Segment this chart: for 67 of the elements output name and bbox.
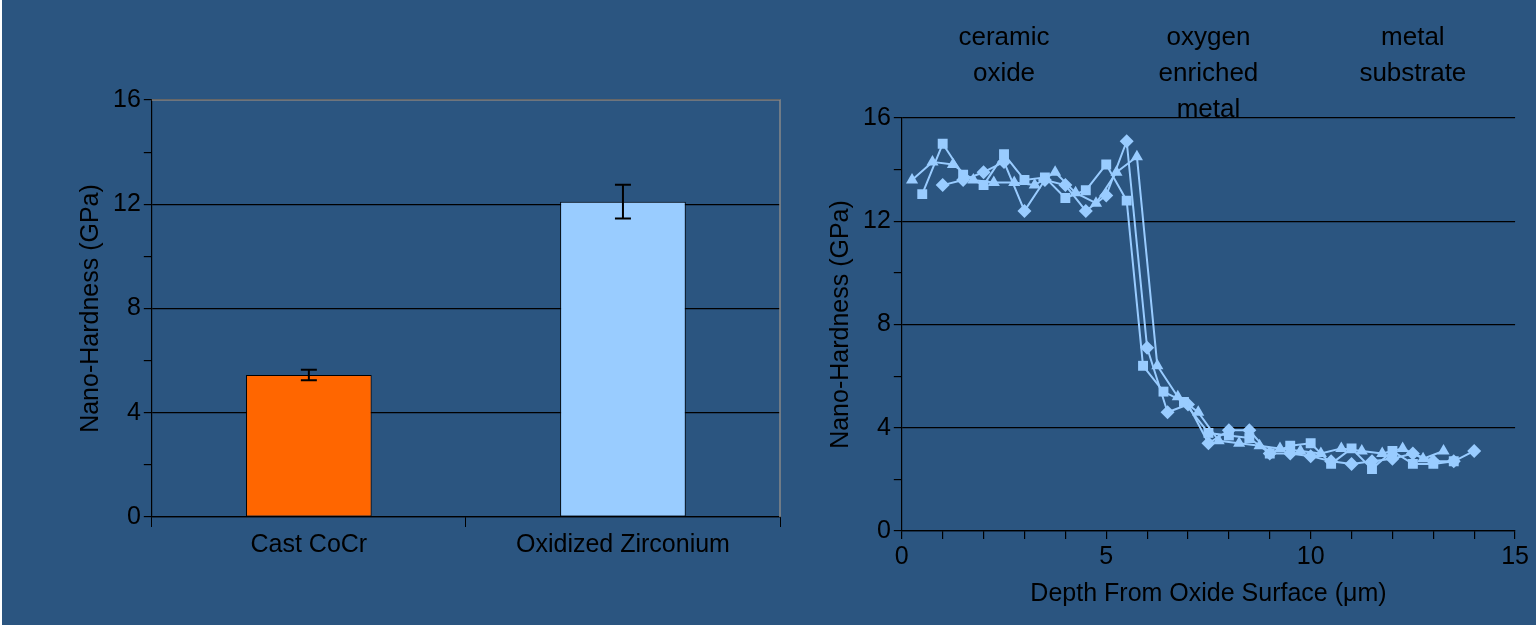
point [1305,438,1316,449]
point [1428,458,1439,469]
point [987,175,1000,187]
point [1160,405,1175,420]
point [1405,446,1420,461]
point [1396,441,1409,452]
point [1058,178,1073,193]
point [1138,360,1148,371]
y-axis-title: Nano-Hardness (GPa) [824,200,853,449]
x-tick-label: 5 [1099,540,1114,569]
point [976,165,991,180]
point [1437,443,1450,455]
point [1060,193,1071,203]
point [1140,340,1155,355]
point [935,178,950,193]
point [917,189,928,200]
point [978,180,989,191]
point [1376,446,1389,458]
y-tick-label: 4 [876,411,891,440]
point [1028,178,1041,189]
x-tick-label: Cast CoCr [250,528,368,557]
point [1049,165,1062,176]
point [1344,456,1359,471]
point [1178,396,1189,407]
point [1367,464,1377,474]
y-tick-label: 0 [126,500,141,529]
point [1017,203,1032,218]
x-tick-label: Oxidized Zirconium [515,528,730,557]
point [1119,134,1134,149]
point [999,149,1009,160]
point [1335,441,1348,452]
point [1244,433,1255,444]
point [1192,405,1205,416]
point [905,172,919,184]
y-tick-label: 8 [126,292,141,321]
point [1233,436,1246,447]
x-tick-label: 15 [1501,540,1529,569]
point [1201,436,1216,451]
point [1285,440,1296,451]
y-axis-title: Nano-Hardness (GPa) [74,184,103,433]
x-tick-label: 10 [1296,540,1325,569]
x-axis-title: Depth From Oxide Surface (μm) [1030,577,1387,606]
point [1080,185,1091,196]
point [1121,195,1132,206]
text: ceramic oxide [957,20,1051,89]
annotation: oxygen enriched metal [1157,20,1260,125]
point [1467,443,1482,458]
point [1019,175,1030,185]
point [1203,427,1214,438]
y-tick-label: 12 [863,205,891,234]
point [1101,159,1112,170]
y-tick-label: 8 [876,308,891,337]
y-tick-label: 4 [126,396,141,425]
point [1303,449,1318,464]
point [1078,203,1093,218]
point [1346,443,1357,454]
x-tick-label: 0 [894,540,909,569]
point [1099,188,1114,203]
point [1130,149,1143,161]
y-tick-label: 12 [113,188,141,217]
point [937,138,948,149]
point [1158,386,1169,397]
point [1387,446,1398,456]
y-tick-label: 16 [113,83,141,112]
y-tick-label: 16 [863,101,891,130]
point [1407,458,1418,469]
text: metal substrate [1358,20,1468,89]
